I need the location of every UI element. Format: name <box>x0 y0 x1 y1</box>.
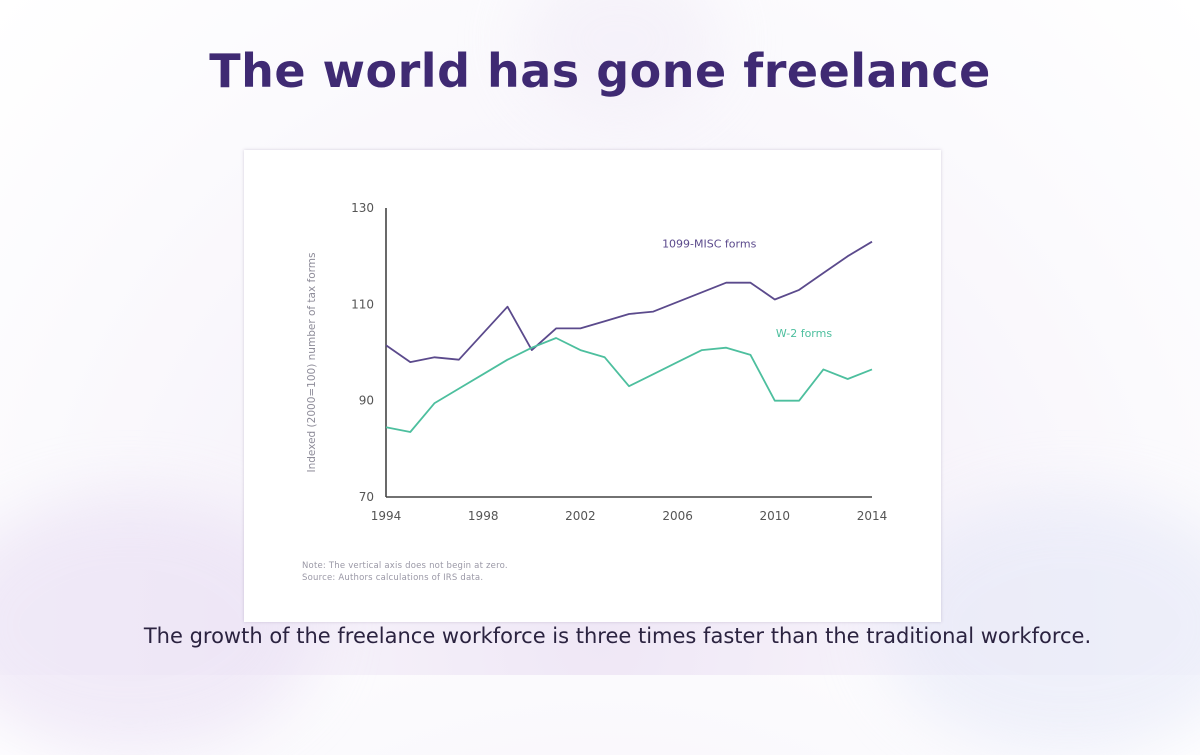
series-line-w2 <box>386 338 872 432</box>
y-tick-label: 90 <box>359 394 374 408</box>
x-tick-label: 2002 <box>565 509 596 523</box>
y-axis-label: Indexed (2000=100) number of tax forms <box>306 253 318 473</box>
line-chart: 70 90 110 130 1994 1998 2002 2006 2010 2014 Indexe… <box>244 150 941 622</box>
chart-source: Source: Authors calculations of IRS data… <box>302 573 483 583</box>
x-tick-label: 2014 <box>857 509 888 523</box>
chart-axes <box>386 208 872 497</box>
x-tick-label: 1994 <box>371 509 402 523</box>
series-line-1099-misc <box>386 242 872 362</box>
series-label-w2: W-2 forms <box>776 327 833 340</box>
x-tick-label: 2010 <box>760 509 791 523</box>
slide-title: The world has gone freelance <box>0 44 1200 98</box>
chart-labels: 1099-MISC forms W-2 forms <box>662 237 832 340</box>
series-label-1099-misc: 1099-MISC forms <box>662 237 757 250</box>
x-tick-label: 1998 <box>468 509 499 523</box>
y-tick-label: 130 <box>351 201 374 215</box>
y-tick-label: 110 <box>351 297 374 311</box>
slide-caption: The growth of the freelance workforce is… <box>0 624 1200 648</box>
chart-ticks: 70 90 110 130 1994 1998 2002 2006 2010 2014 Indexe… <box>306 201 887 523</box>
x-tick-label: 2006 <box>662 509 693 523</box>
chart-note: Note: The vertical axis does not begin a… <box>302 561 508 571</box>
y-tick-label: 70 <box>359 490 374 504</box>
chart-card: 70 90 110 130 1994 1998 2002 2006 2010 2014 Indexe… <box>244 150 941 622</box>
